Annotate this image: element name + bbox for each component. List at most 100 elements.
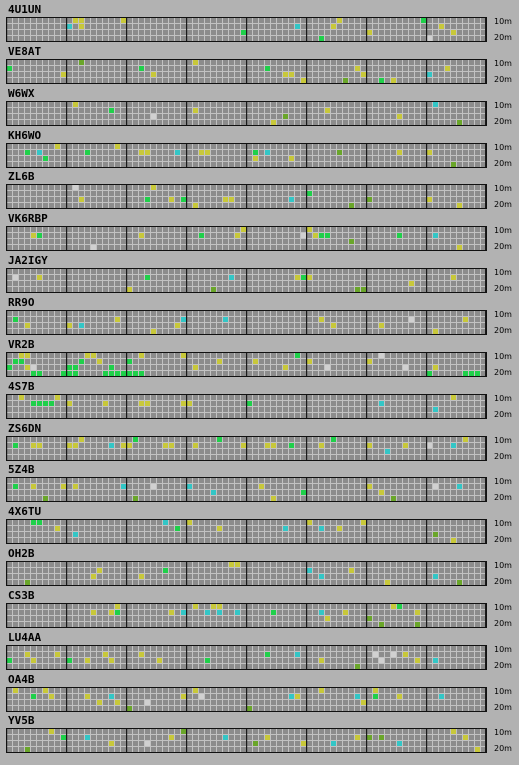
grid-cell (163, 526, 168, 532)
grid-cell (163, 101, 168, 107)
grid-cell (91, 227, 96, 233)
grid-cell (463, 406, 468, 412)
spot-cell (367, 358, 372, 364)
grid-cell (457, 275, 462, 281)
grid-cell (385, 436, 390, 442)
grid-cell (55, 532, 60, 538)
grid-cell (181, 71, 186, 77)
grid-cell (151, 406, 156, 412)
spot-cell (379, 352, 384, 358)
grid-cell (427, 496, 432, 502)
grid-cell (49, 370, 54, 376)
spot-cell (163, 568, 168, 574)
grid-cell (253, 621, 258, 627)
grid-cell (349, 65, 354, 71)
grid-cell (163, 400, 168, 406)
grid-cell (295, 185, 300, 191)
grid-cell (157, 197, 162, 203)
grid-cell (139, 185, 144, 191)
grid-cell (187, 562, 192, 568)
grid-cell (55, 161, 60, 167)
grid-border (6, 519, 487, 545)
grid-cell (403, 161, 408, 167)
grid-cell (151, 322, 156, 328)
grid-cell (475, 239, 480, 245)
spot-cell (31, 233, 36, 239)
grid-cell (343, 71, 348, 77)
grid-cell (475, 316, 480, 322)
grid-cell (343, 532, 348, 538)
grid-cell (415, 107, 420, 113)
grid-cell (283, 36, 288, 41)
grid-cell (43, 233, 48, 239)
station-callsign: CS3B (8, 588, 35, 602)
grid-cell (175, 454, 180, 460)
grid-cell (235, 24, 240, 29)
grid-cell (133, 101, 138, 107)
grid-cell (7, 203, 12, 209)
grid-cell (127, 454, 132, 460)
grid-cell (415, 24, 420, 29)
grid-cell (25, 603, 30, 609)
grid-cell (223, 71, 228, 77)
grid-cell (301, 107, 306, 113)
grid-cell (259, 478, 264, 484)
grid-cell (373, 65, 378, 71)
grid-cell (349, 484, 354, 490)
grid-cell (289, 478, 294, 484)
grid-cell (61, 328, 66, 334)
grid-cell (289, 77, 294, 83)
grid-cell (343, 364, 348, 370)
grid-cell (295, 538, 300, 544)
grid-cell (433, 191, 438, 197)
grid-cell (325, 197, 330, 203)
grid-cell (343, 149, 348, 155)
grid-cell (139, 161, 144, 167)
grid-cell (25, 496, 30, 502)
grid-cell (325, 526, 330, 532)
grid-cell (427, 490, 432, 496)
grid-cell (37, 538, 42, 544)
grid-cell (127, 77, 132, 83)
grid-cell (79, 161, 84, 167)
grid-cell (469, 71, 474, 77)
grid-cell (133, 364, 138, 370)
grid-cell (259, 490, 264, 496)
grid-cell (199, 526, 204, 532)
grid-cell (25, 562, 30, 568)
grid-cell (403, 203, 408, 209)
grid-cell (337, 59, 342, 65)
grid-cell (307, 562, 312, 568)
grid-cell (433, 71, 438, 77)
grid-cell (409, 526, 414, 532)
grid-cell (391, 526, 396, 532)
grid-cell (469, 442, 474, 448)
spot-cell (97, 568, 102, 574)
grid-cell (133, 322, 138, 328)
grid-cell (67, 18, 72, 23)
grid-cell (109, 532, 114, 538)
grid-cell (103, 454, 108, 460)
band-label-bottom: 20m (494, 409, 512, 419)
spot-cell (265, 442, 270, 448)
grid-cell (247, 615, 252, 621)
grid-cell (337, 155, 342, 161)
spot-cell (181, 316, 186, 322)
grid-cell (361, 328, 366, 334)
grid-border (6, 100, 487, 126)
grid-cell (367, 322, 372, 328)
grid-cell (49, 609, 54, 615)
grid-cell (355, 478, 360, 484)
grid-cell (319, 245, 324, 251)
grid-cell (427, 203, 432, 209)
grid-cell (73, 406, 78, 412)
grid-cell (313, 370, 318, 376)
grid-cell (19, 562, 24, 568)
grid-cell (247, 119, 252, 125)
grid-cell (331, 603, 336, 609)
grid-cell (439, 520, 444, 526)
grid-cell (49, 442, 54, 448)
grid-cell (349, 448, 354, 454)
grid-cell (235, 454, 240, 460)
grid-cell (307, 310, 312, 316)
